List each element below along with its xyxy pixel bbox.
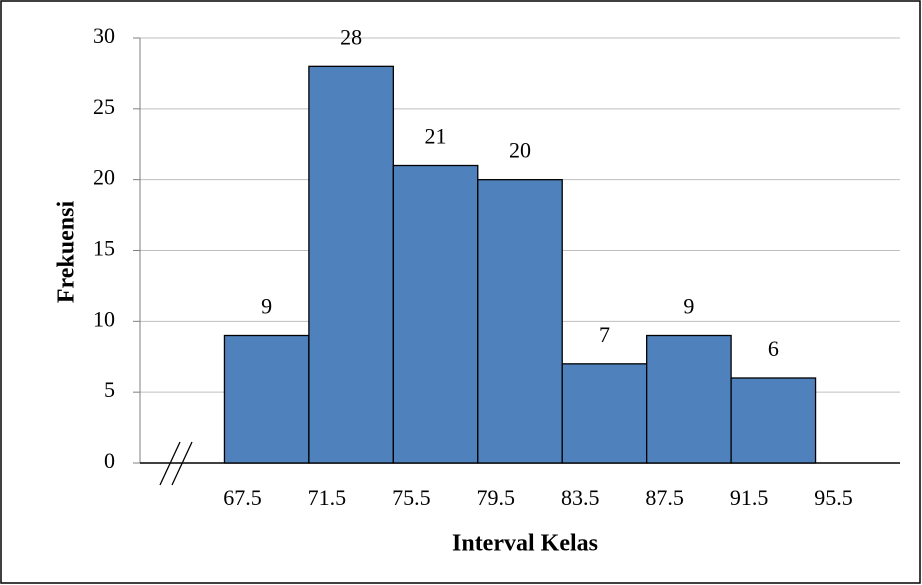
y-tick-label: 10 — [93, 306, 115, 331]
bar — [561, 363, 648, 464]
x-tick-label: 91.5 — [730, 485, 769, 510]
bar — [392, 164, 479, 464]
y-tick-label: 0 — [104, 448, 115, 473]
x-tick-label: 79.5 — [477, 485, 516, 510]
y-tick-label: 25 — [93, 94, 115, 119]
y-tick-label: 15 — [93, 236, 115, 261]
data-label: 6 — [768, 336, 779, 361]
bar — [308, 65, 394, 464]
bar — [223, 334, 310, 464]
y-tick-label: 30 — [93, 23, 115, 48]
data-label: 7 — [599, 322, 610, 347]
x-tick-label: 75.5 — [392, 485, 431, 510]
x-axis-title: Interval Kelas — [452, 531, 598, 557]
x-tick-label: 71.5 — [308, 485, 347, 510]
data-label: 9 — [683, 294, 694, 319]
data-label: 21 — [425, 124, 447, 149]
bar — [646, 334, 732, 464]
bar — [730, 377, 817, 464]
y-tick-label: 20 — [93, 165, 115, 190]
data-label: 28 — [340, 24, 362, 49]
x-tick-label: 95.5 — [814, 485, 853, 510]
x-tick-label: 83.5 — [561, 485, 600, 510]
y-axis-title: Frekuensi — [54, 201, 80, 304]
x-tick-label: 87.5 — [645, 485, 684, 510]
data-label: 20 — [509, 138, 531, 163]
bar — [477, 179, 563, 464]
y-tick-label: 5 — [104, 377, 115, 402]
x-tick-label: 67.5 — [223, 485, 262, 510]
data-label: 9 — [261, 294, 272, 319]
